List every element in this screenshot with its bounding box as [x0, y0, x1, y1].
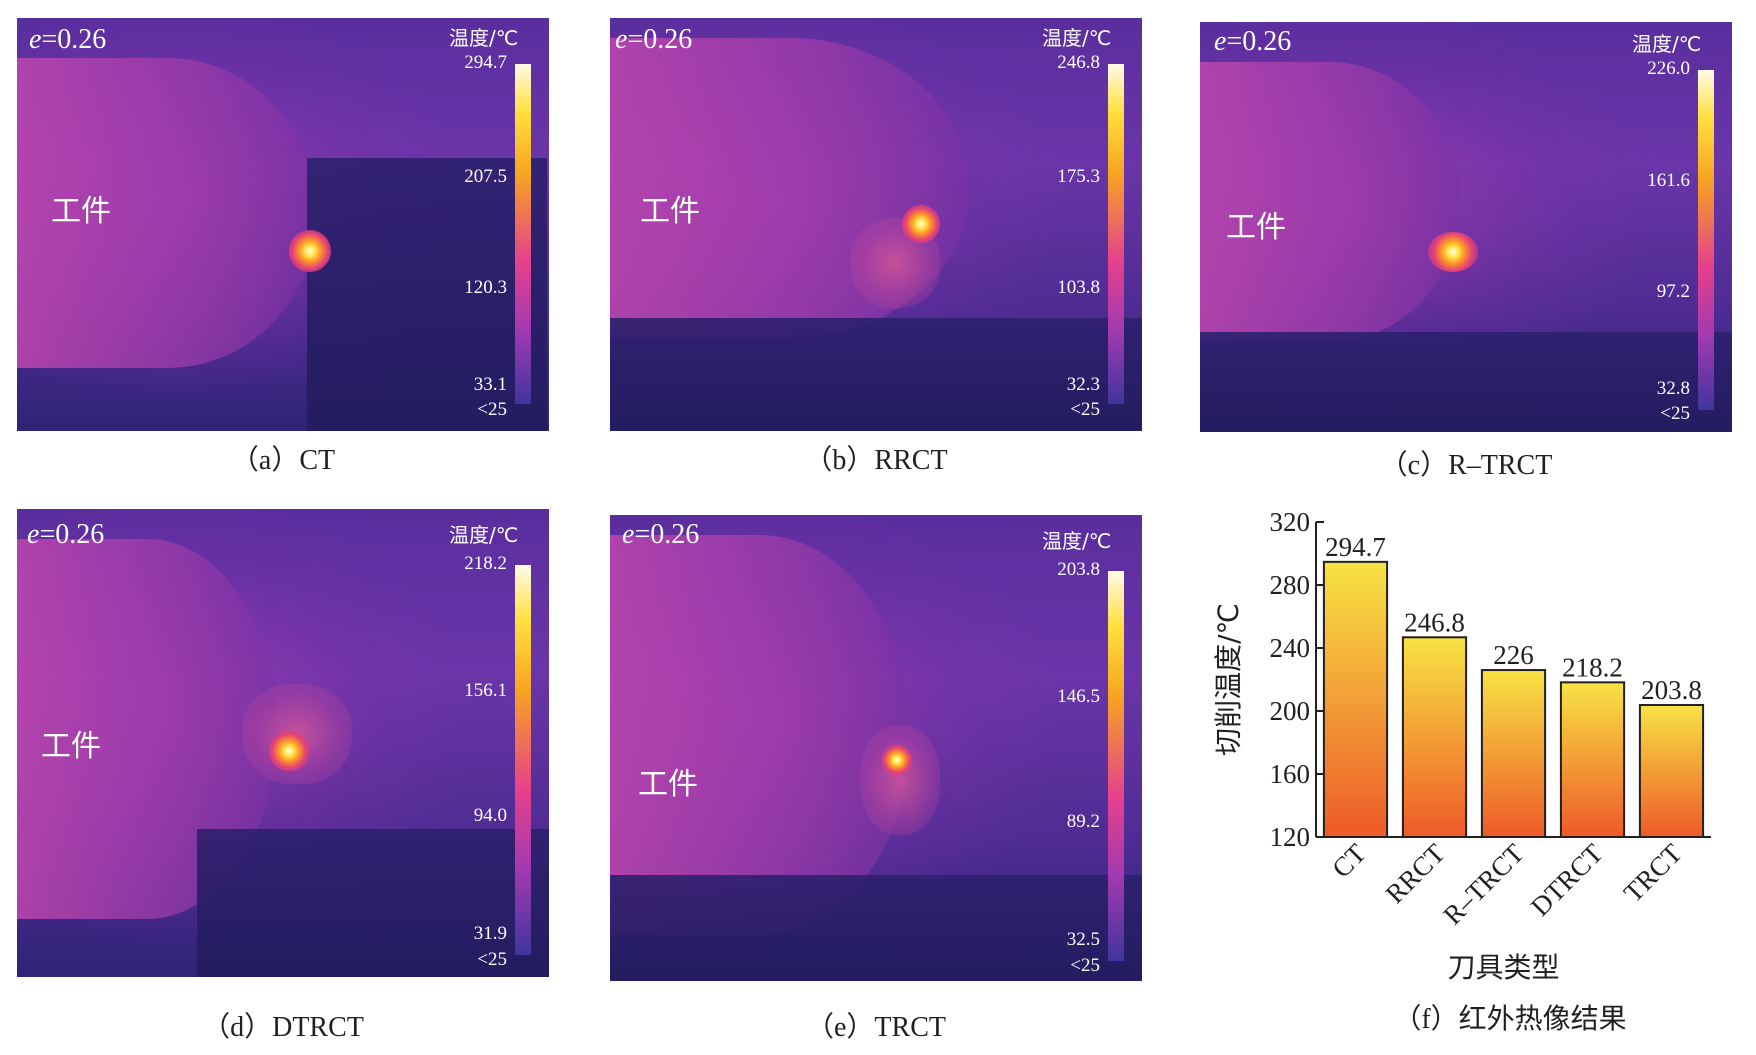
colorbar-tick-mid: 89.2	[1066, 811, 1100, 832]
colorbar-tick-min: 33.1	[473, 374, 507, 395]
colorbar-tick-below: <25	[1070, 399, 1100, 420]
bar	[1480, 669, 1547, 838]
emissivity-label: e=0.26	[29, 24, 107, 55]
workpiece-label: 工件	[41, 729, 101, 764]
x-tick-label: DTRCT	[1525, 838, 1609, 922]
bar	[1322, 560, 1389, 838]
tool-holder-shadow	[610, 318, 1142, 431]
caption-a: （a）CT	[230, 445, 336, 476]
tool-holder-shadow	[197, 829, 549, 977]
colorbar-tick-high: 207.5	[464, 166, 507, 187]
thermal-image-c: e=0.26 工件 温度/℃ 226.0 161.6 97.2 32.8 <25	[1200, 22, 1732, 432]
colorbar-tick-max: 226.0	[1647, 58, 1690, 79]
y-tick-label: 320	[1270, 510, 1311, 537]
cutting-hotspot	[902, 205, 940, 243]
workpiece-shape	[17, 58, 317, 368]
caption-d: （d）DTRCT	[202, 1012, 364, 1043]
cutting-hotspot	[882, 745, 912, 775]
x-axis-label: 刀具类型	[1447, 951, 1559, 984]
thermal-image-e: e=0.26 工件 温度/℃ 203.8 146.5 89.2 32.5 <25	[610, 515, 1142, 981]
temperature-scale-title: 温度/℃	[449, 26, 519, 50]
y-tick-label: 200	[1270, 696, 1311, 726]
colorbar-tick-mid: 120.3	[464, 277, 507, 298]
x-tick-label: R–TRCT	[1437, 838, 1530, 931]
colorbar-tick-below: <25	[1660, 403, 1690, 424]
colorbar-tick-min: 31.9	[473, 923, 507, 944]
workpiece-shape	[1200, 62, 1460, 342]
workpiece-label: 工件	[51, 194, 111, 229]
bar	[1401, 636, 1468, 839]
workpiece-label: 工件	[638, 767, 698, 802]
tool-holder-shadow	[307, 158, 547, 431]
temperature-scale-title: 温度/℃	[449, 523, 519, 547]
cutting-hotspot	[269, 731, 309, 771]
colorbar-tick-max: 246.8	[1057, 52, 1100, 73]
colorbar-tick-below: <25	[1070, 955, 1100, 976]
temperature-scale-title: 温度/℃	[1632, 32, 1702, 56]
tool-holder-shadow	[1200, 332, 1732, 432]
colorbar-tick-max: 294.7	[464, 52, 507, 73]
temperature-colorbar	[1108, 571, 1124, 961]
x-tick-label: RRCT	[1380, 838, 1451, 909]
colorbar-tick-mid: 94.0	[473, 805, 507, 826]
bar-value-label: 294.7	[1325, 532, 1386, 562]
tool-holder-shadow	[610, 875, 1142, 981]
temperature-colorbar	[515, 565, 531, 955]
caption-c: （c）R–TRCT	[1379, 450, 1553, 481]
workpiece-label: 工件	[1226, 210, 1286, 245]
workpiece-shape	[610, 535, 910, 935]
caption-e: （e）TRCT	[806, 1012, 946, 1043]
y-axis-label: 切削温度/℃	[1212, 603, 1245, 756]
bar-value-label: 218.2	[1562, 652, 1623, 682]
colorbar-tick-below: <25	[477, 399, 507, 420]
cutting-temperature-bar-chart: 120 160 200 240 280 320 294.7 CT 246.8 RRCT 226 R–T…	[1212, 510, 1711, 984]
thermal-image-b: e=0.26 工件 温度/℃ 246.8 175.3 103.8 32.3 <2…	[610, 18, 1142, 431]
colorbar-tick-high: 175.3	[1057, 166, 1100, 187]
colorbar-tick-high: 146.5	[1057, 686, 1100, 707]
y-tick-label: 120	[1270, 822, 1311, 852]
temperature-colorbar	[515, 64, 531, 404]
caption-b: （b）RRCT	[804, 445, 948, 476]
bar-value-label: 226	[1493, 640, 1534, 670]
colorbar-tick-max: 203.8	[1057, 559, 1100, 580]
colorbar-tick-high: 156.1	[464, 680, 507, 701]
y-tick-label: 280	[1270, 570, 1311, 600]
thermal-image-d: e=0.26 工件 温度/℃ 218.2 156.1 94.0 31.9 <25	[17, 509, 549, 977]
bar	[1559, 681, 1626, 838]
cutting-hotspot	[1428, 232, 1478, 272]
x-tick-label: CT	[1326, 838, 1372, 884]
bar	[1638, 704, 1705, 838]
thermal-image-a: e=0.26 工件 温度/℃ 294.7 207.5 120.3 33.1 <2…	[17, 18, 549, 431]
temperature-colorbar	[1698, 70, 1714, 410]
colorbar-tick-mid: 97.2	[1656, 281, 1690, 302]
temperature-scale-title: 温度/℃	[1042, 26, 1112, 50]
temperature-colorbar	[1108, 64, 1124, 404]
colorbar-tick-max: 218.2	[464, 553, 507, 574]
colorbar-tick-mid: 103.8	[1057, 277, 1100, 298]
emissivity-label: e=0.26	[615, 24, 693, 55]
colorbar-tick-min: 32.3	[1066, 374, 1100, 395]
emissivity-label: e=0.26	[27, 519, 105, 550]
caption-f: （f）红外热像结果	[1393, 1004, 1627, 1035]
bar-value-label: 203.8	[1641, 675, 1702, 705]
temperature-scale-title: 温度/℃	[1042, 529, 1112, 553]
y-tick-label: 240	[1270, 633, 1311, 663]
emissivity-label: e=0.26	[1214, 26, 1292, 57]
cutting-hotspot	[289, 230, 331, 272]
bar-value-label: 246.8	[1404, 607, 1465, 637]
emissivity-label: e=0.26	[622, 519, 700, 550]
colorbar-tick-high: 161.6	[1647, 170, 1690, 191]
colorbar-tick-below: <25	[477, 949, 507, 970]
y-tick-label: 160	[1270, 759, 1311, 789]
chip-plume	[860, 725, 940, 835]
workpiece-label: 工件	[640, 194, 700, 229]
colorbar-tick-min: 32.5	[1066, 929, 1100, 950]
colorbar-tick-min: 32.8	[1656, 378, 1690, 399]
x-tick-label: TRCT	[1618, 838, 1688, 908]
